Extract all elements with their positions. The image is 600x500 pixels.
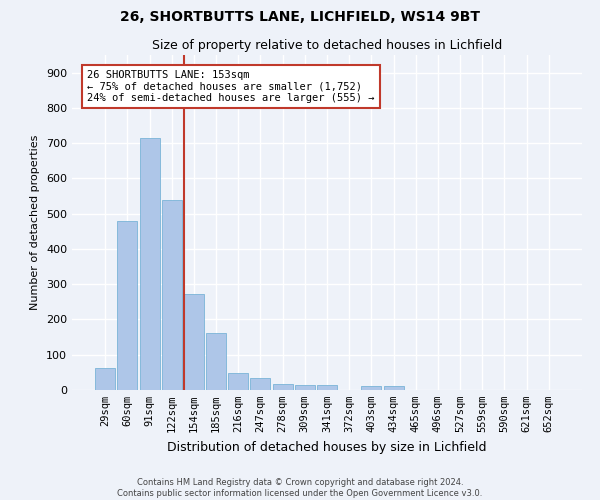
Y-axis label: Number of detached properties: Number of detached properties	[31, 135, 40, 310]
Bar	[228, 373, 248, 390]
Bar	[95, 368, 115, 390]
Text: 26, SHORTBUTTS LANE, LICHFIELD, WS14 9BT: 26, SHORTBUTTS LANE, LICHFIELD, WS14 9BT	[120, 10, 480, 24]
Bar	[162, 200, 182, 390]
X-axis label: Distribution of detached houses by size in Lichfield: Distribution of detached houses by size …	[167, 440, 487, 454]
Bar	[317, 386, 337, 390]
Bar	[295, 386, 315, 390]
Bar	[184, 294, 204, 390]
Bar	[272, 384, 293, 390]
Bar	[118, 220, 137, 390]
Bar	[383, 386, 404, 390]
Bar	[140, 138, 160, 390]
Bar	[250, 378, 271, 390]
Text: Contains HM Land Registry data © Crown copyright and database right 2024.
Contai: Contains HM Land Registry data © Crown c…	[118, 478, 482, 498]
Bar	[361, 386, 382, 390]
Title: Size of property relative to detached houses in Lichfield: Size of property relative to detached ho…	[152, 40, 502, 52]
Text: 26 SHORTBUTTS LANE: 153sqm
← 75% of detached houses are smaller (1,752)
24% of s: 26 SHORTBUTTS LANE: 153sqm ← 75% of deta…	[88, 70, 375, 103]
Bar	[206, 332, 226, 390]
